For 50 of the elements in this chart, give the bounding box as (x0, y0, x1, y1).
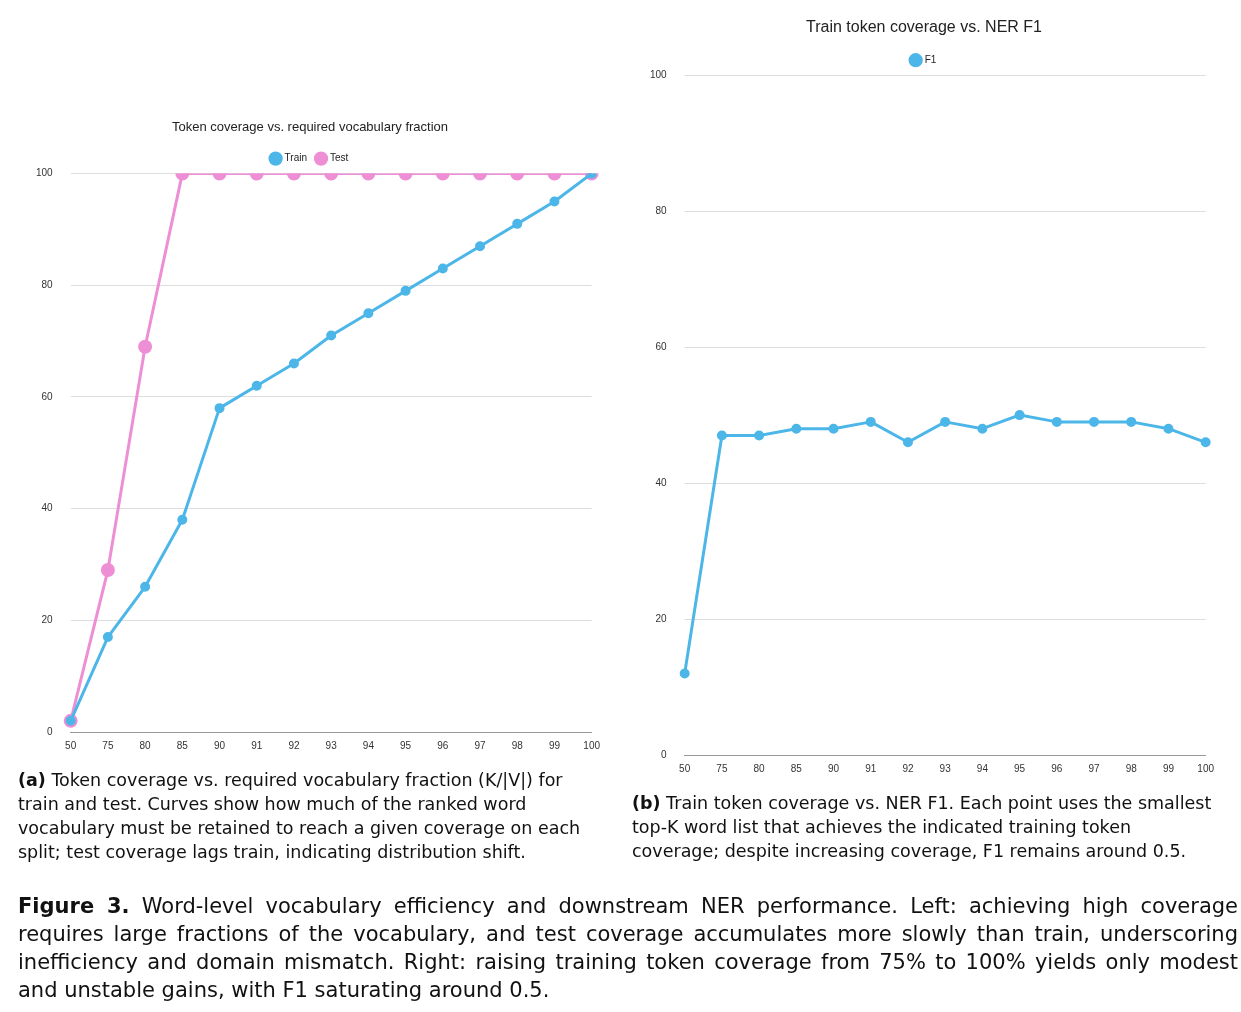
chart-title: Token coverage vs. required vocabulary fraction (171, 119, 449, 135)
x-tick-label: 100 (1197, 762, 1215, 774)
x-tick-label: 80 (139, 739, 152, 751)
y-tick-label: 80 (41, 279, 54, 291)
x-tick-label: 85 (790, 762, 803, 774)
y-tick-label: 80 (655, 204, 668, 216)
text: (b) Train token coverage vs. NER F1. Each point uses the smallest top-K word list that achieves the indicated training token coverage; despite increasing coverage, F1 remains around 0.5. (632, 793, 1212, 861)
legend-label: F1 (924, 53, 937, 65)
y-tick-label: 40 (655, 476, 668, 488)
legend-label: Train (284, 152, 308, 164)
legend-label: Test (330, 152, 349, 164)
x-tick-label: 96 (437, 739, 449, 751)
x-tick-label: 80 (753, 762, 766, 774)
y-tick-label: 20 (655, 612, 668, 624)
chart-title: Train token coverage vs. NER F1 (806, 18, 1043, 36)
x-tick-label: 50 (65, 739, 77, 751)
y-tick-label: 0 (661, 748, 668, 760)
y-tick-label: 60 (41, 390, 54, 402)
x-tick-label: 90 (827, 762, 840, 774)
x-tick-label: 91 (865, 762, 877, 774)
x-tick-label: 94 (362, 739, 375, 751)
x-tick-label: 98 (1125, 762, 1138, 774)
x-tick-label: 94 (976, 762, 989, 774)
x-tick-label: 93 (939, 762, 952, 774)
x-tick-label: 91 (251, 739, 263, 751)
x-tick-label: 92 (902, 762, 914, 774)
y-tick-label: 60 (655, 340, 668, 352)
x-tick-label: 50 (679, 762, 691, 774)
x-tick-label: 100 (583, 739, 601, 751)
y-tick-label: 0 (47, 725, 54, 737)
y-tick-label: 100 (650, 68, 668, 80)
x-tick-label: 75 (716, 762, 728, 774)
y-tick-label: 100 (36, 167, 54, 179)
y-tick-label: 20 (41, 614, 54, 626)
x-tick-label: 97 (1088, 762, 1101, 774)
y-tick-label: 40 (41, 502, 54, 514)
x-tick-label: 75 (102, 739, 114, 751)
caption: Figure 3. Word-level vocabulary efficiency and downstream NER performance. Left: achieving high coverage requires large fractions of the vocabulary, and test coverage accumulates more slowly than train, underscoring inefficiency and domain mismatch. Right: raising training token coverage from 75% to 100% yields only modest and unstable gains, with F1 saturating around 0.5. (18, 893, 1238, 1004)
x-tick-label: 99 (1162, 762, 1175, 774)
x-tick-label: 96 (1051, 762, 1063, 774)
x-tick-label: 97 (474, 739, 487, 751)
x-tick-label: 95 (1014, 762, 1026, 774)
x-tick-label: 93 (325, 739, 338, 751)
x-tick-label: 99 (548, 739, 561, 751)
x-tick-label: 90 (213, 739, 226, 751)
x-tick-label: 85 (176, 739, 189, 751)
x-tick-label: 95 (400, 739, 412, 751)
text: (a) Token coverage vs. required vocabulary fraction (K/|V|) for train and test. Curves show how much of the ranked word vocabulary must be retained to reach a given coverage on each split; test coverage lags train, indicating distribution shift. (18, 770, 581, 862)
x-tick-label: 92 (288, 739, 300, 751)
x-tick-label: 98 (511, 739, 524, 751)
